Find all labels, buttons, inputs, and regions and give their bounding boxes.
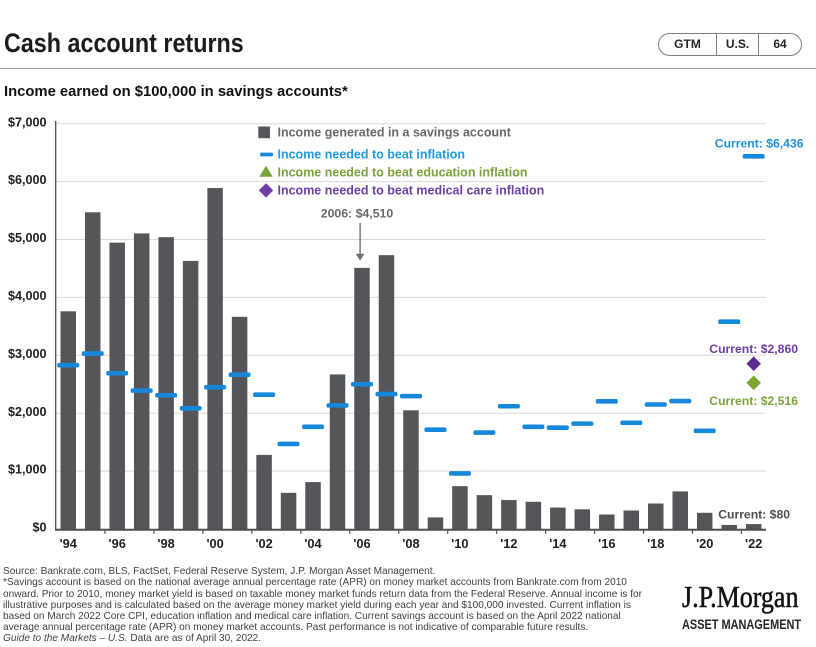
svg-text:'94: '94 xyxy=(60,536,78,551)
svg-text:$2,000: $2,000 xyxy=(8,405,47,419)
svg-text:2006: $4,510: 2006: $4,510 xyxy=(321,207,394,221)
svg-text:'06: '06 xyxy=(353,536,370,551)
svg-text:Current: $80: Current: $80 xyxy=(718,507,790,521)
svg-text:$4,000: $4,000 xyxy=(8,289,47,303)
svg-text:'22: '22 xyxy=(745,536,762,551)
svg-text:'16: '16 xyxy=(598,536,615,551)
svg-text:'04: '04 xyxy=(304,536,322,551)
svg-text:'08: '08 xyxy=(402,536,419,551)
svg-text:$5,000: $5,000 xyxy=(8,231,47,245)
svg-text:'96: '96 xyxy=(109,536,126,551)
svg-text:Income needed to beat educatio: Income needed to beat education inflatio… xyxy=(278,166,528,180)
svg-text:Income needed to beat medical: Income needed to beat medical care infla… xyxy=(278,184,545,198)
svg-text:Current: $2,860: Current: $2,860 xyxy=(709,342,798,356)
svg-text:'18: '18 xyxy=(647,536,664,551)
svg-text:'98: '98 xyxy=(158,536,175,551)
svg-text:$1,000: $1,000 xyxy=(8,463,47,477)
svg-text:$6,000: $6,000 xyxy=(8,173,47,187)
svg-text:Current: $6,436: Current: $6,436 xyxy=(715,136,804,150)
svg-text:'02: '02 xyxy=(255,536,272,551)
svg-text:$0: $0 xyxy=(32,521,46,535)
svg-text:'14: '14 xyxy=(549,536,567,551)
svg-text:'10: '10 xyxy=(451,536,468,551)
svg-text:'20: '20 xyxy=(696,536,713,551)
svg-text:Current: $2,516: Current: $2,516 xyxy=(709,394,798,408)
svg-text:$3,000: $3,000 xyxy=(8,347,47,361)
svg-text:'12: '12 xyxy=(500,536,517,551)
svg-text:$7,000: $7,000 xyxy=(8,115,47,129)
svg-text:Income generated in a savings: Income generated in a savings account xyxy=(278,125,512,139)
svg-text:'00: '00 xyxy=(206,536,223,551)
svg-text:Income needed to beat inflatio: Income needed to beat inflation xyxy=(278,148,466,162)
